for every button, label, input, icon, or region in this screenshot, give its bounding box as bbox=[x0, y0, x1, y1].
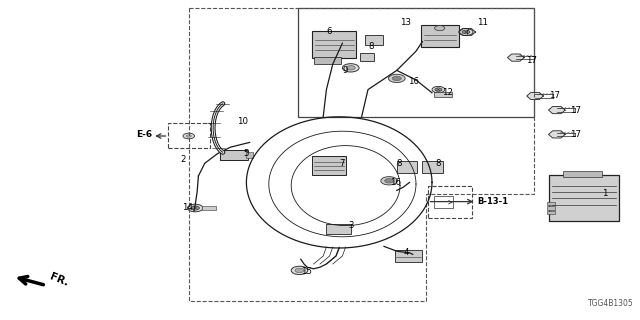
Circle shape bbox=[295, 268, 304, 273]
Bar bbox=[422, 161, 443, 173]
Polygon shape bbox=[508, 54, 524, 61]
Text: 9: 9 bbox=[342, 66, 348, 75]
Text: 7: 7 bbox=[339, 159, 345, 168]
Text: E-6: E-6 bbox=[136, 130, 152, 139]
Circle shape bbox=[392, 76, 401, 81]
Circle shape bbox=[183, 133, 195, 139]
Circle shape bbox=[432, 86, 445, 93]
Bar bbox=[202, 206, 216, 210]
Text: 13: 13 bbox=[400, 18, 411, 27]
Bar bbox=[298, 8, 534, 117]
Text: 11: 11 bbox=[477, 18, 488, 27]
Circle shape bbox=[388, 74, 405, 83]
Text: 15: 15 bbox=[301, 268, 312, 276]
FancyBboxPatch shape bbox=[326, 224, 351, 234]
Text: 17: 17 bbox=[526, 56, 537, 65]
Circle shape bbox=[291, 266, 308, 275]
Text: 17: 17 bbox=[549, 92, 560, 100]
Polygon shape bbox=[527, 92, 543, 100]
Text: 8: 8 bbox=[435, 159, 441, 168]
Bar bbox=[428, 186, 472, 218]
Text: B-13-1: B-13-1 bbox=[477, 197, 508, 206]
Text: 2: 2 bbox=[180, 156, 186, 164]
Text: 10: 10 bbox=[237, 117, 248, 126]
Circle shape bbox=[435, 26, 445, 31]
Bar bbox=[365, 35, 383, 45]
FancyBboxPatch shape bbox=[312, 31, 356, 58]
Text: 5: 5 bbox=[243, 149, 249, 158]
Circle shape bbox=[462, 30, 470, 34]
Circle shape bbox=[385, 179, 394, 183]
FancyBboxPatch shape bbox=[549, 175, 619, 221]
Circle shape bbox=[188, 204, 203, 212]
Circle shape bbox=[342, 64, 359, 72]
Text: 8: 8 bbox=[368, 42, 374, 51]
Text: 12: 12 bbox=[442, 88, 452, 97]
FancyBboxPatch shape bbox=[421, 25, 459, 47]
Bar bbox=[547, 206, 555, 210]
Bar bbox=[547, 202, 555, 205]
Text: 6: 6 bbox=[326, 28, 332, 36]
Text: TGG4B1305: TGG4B1305 bbox=[588, 299, 634, 308]
FancyBboxPatch shape bbox=[395, 250, 422, 262]
Text: 1: 1 bbox=[602, 189, 607, 198]
Circle shape bbox=[435, 88, 442, 92]
Circle shape bbox=[191, 206, 200, 210]
Text: FR.: FR. bbox=[48, 271, 70, 288]
Polygon shape bbox=[459, 28, 476, 36]
Circle shape bbox=[459, 28, 473, 36]
Polygon shape bbox=[548, 107, 565, 114]
Circle shape bbox=[186, 135, 191, 137]
Bar bbox=[360, 53, 374, 61]
Circle shape bbox=[346, 66, 355, 70]
Text: 4: 4 bbox=[403, 248, 409, 257]
Bar bbox=[434, 92, 452, 97]
Bar bbox=[563, 171, 602, 177]
Text: 8: 8 bbox=[397, 159, 403, 168]
Bar bbox=[434, 196, 453, 208]
Bar bbox=[246, 152, 253, 158]
FancyBboxPatch shape bbox=[312, 156, 346, 175]
Bar bbox=[168, 123, 210, 148]
Text: 16: 16 bbox=[390, 178, 401, 187]
Bar bbox=[397, 161, 417, 173]
Text: 14: 14 bbox=[182, 204, 193, 212]
FancyBboxPatch shape bbox=[220, 150, 248, 160]
Text: 17: 17 bbox=[570, 130, 580, 139]
Text: 17: 17 bbox=[570, 106, 580, 115]
Bar bbox=[547, 211, 555, 214]
Text: 3: 3 bbox=[349, 221, 355, 230]
Circle shape bbox=[381, 177, 397, 185]
Polygon shape bbox=[548, 131, 565, 138]
Text: 16: 16 bbox=[408, 77, 419, 86]
FancyBboxPatch shape bbox=[314, 57, 341, 64]
